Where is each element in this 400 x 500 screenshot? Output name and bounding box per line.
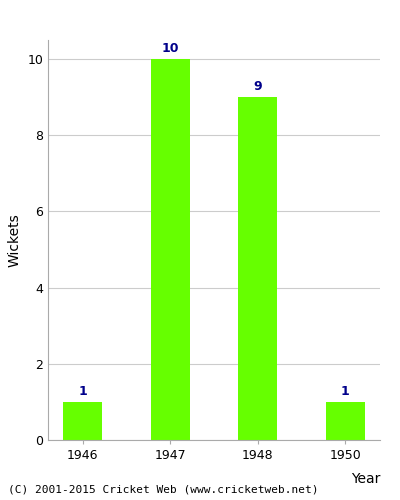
Text: 1: 1 [78, 385, 87, 398]
Text: 10: 10 [162, 42, 179, 55]
Bar [238, 97, 278, 440]
Text: (C) 2001-2015 Cricket Web (www.cricketweb.net): (C) 2001-2015 Cricket Web (www.cricketwe… [8, 485, 318, 495]
Text: Year: Year [351, 472, 380, 486]
Text: 9: 9 [254, 80, 262, 94]
Text: 1: 1 [341, 385, 350, 398]
Bar [326, 402, 365, 440]
Bar [63, 402, 102, 440]
Y-axis label: Wickets: Wickets [8, 213, 22, 267]
Bar [150, 59, 190, 440]
